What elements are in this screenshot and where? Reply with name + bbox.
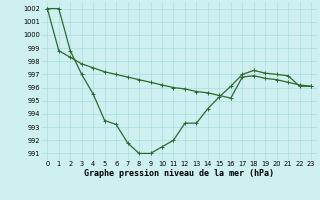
- X-axis label: Graphe pression niveau de la mer (hPa): Graphe pression niveau de la mer (hPa): [84, 169, 274, 178]
